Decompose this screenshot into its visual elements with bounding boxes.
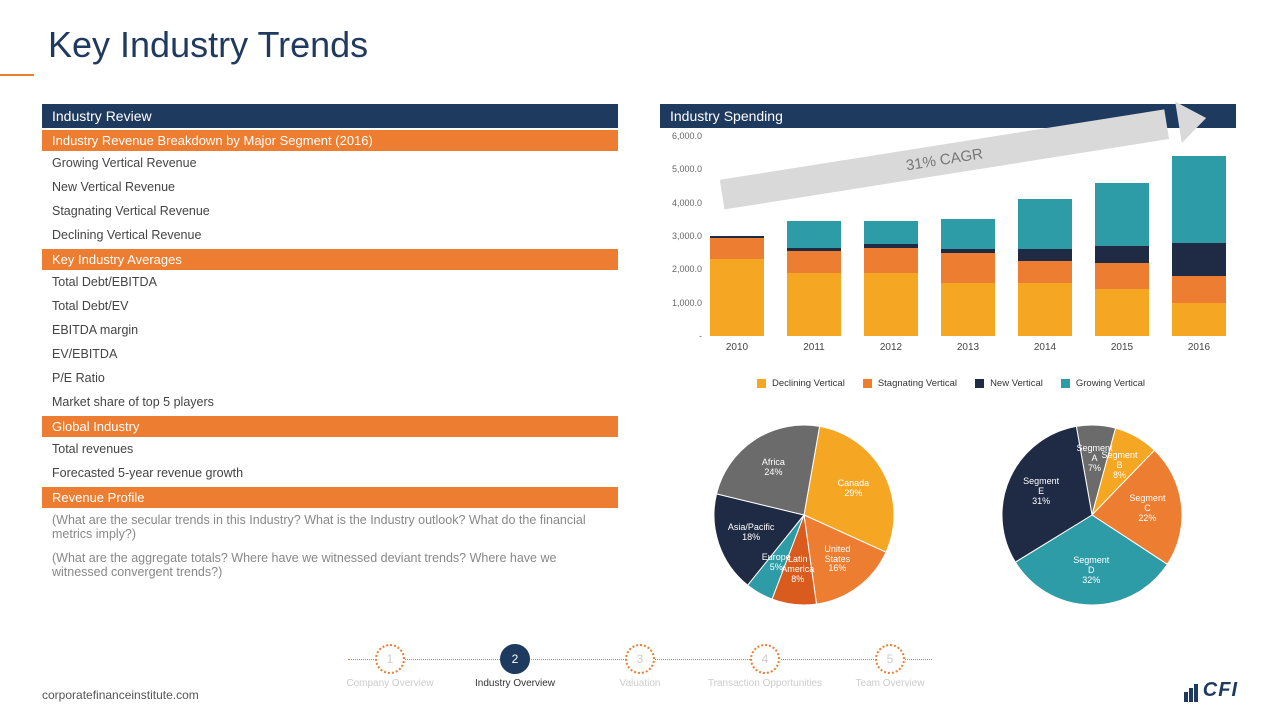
- pie-slice-label: Europe5%: [762, 554, 791, 574]
- section-item: Market share of top 5 players: [42, 390, 618, 414]
- section-item: New Vertical Revenue: [42, 175, 618, 199]
- bar-chart-legend: Declining VerticalStagnating VerticalNew…: [660, 378, 1236, 389]
- geography-pie: Canada29%UnitedStates16%LatinAmerica8%Eu…: [709, 420, 899, 610]
- section-header: Industry Revenue Breakdown by Major Segm…: [42, 130, 618, 151]
- pie-slice-label: Canada29%: [838, 479, 870, 499]
- pie-slice-label: UnitedStates16%: [824, 545, 850, 575]
- segment-pie: SegmentA7%SegmentB8%SegmentC22%SegmentD3…: [997, 420, 1187, 610]
- left-panel: Industry Review Industry Revenue Breakdo…: [42, 104, 618, 584]
- page-title: Key Industry Trends: [48, 24, 368, 66]
- section-header: Key Industry Averages: [42, 249, 618, 270]
- cfi-logo: CFI: [1184, 679, 1238, 702]
- pie-slice-label: SegmentE31%: [1023, 477, 1059, 507]
- section-item: (What are the secular trends in this Ind…: [42, 508, 618, 546]
- pie-slice-label: Asia/Pacific18%: [728, 523, 775, 543]
- bar-column: [1172, 156, 1226, 336]
- pie-slice-label: Africa24%: [762, 458, 785, 478]
- section-item: Stagnating Vertical Revenue: [42, 199, 618, 223]
- nav-step[interactable]: 2Industry Overview: [455, 644, 575, 689]
- bar-column: [710, 236, 764, 336]
- industry-review-header: Industry Review: [42, 104, 618, 128]
- bar-column: [864, 221, 918, 336]
- section-item: Total Debt/EBITDA: [42, 270, 618, 294]
- section-item: Growing Vertical Revenue: [42, 151, 618, 175]
- pie-slice-label: SegmentB8%: [1102, 452, 1138, 482]
- bar-column: [787, 221, 841, 336]
- pie-slice-label: SegmentD32%: [1073, 556, 1109, 586]
- nav-step[interactable]: 4Transaction Opportunities: [705, 644, 825, 689]
- progress-nav: 1Company Overview2Industry Overview3Valu…: [330, 644, 950, 694]
- section-item: (What are the aggregate totals? Where ha…: [42, 546, 618, 584]
- nav-step[interactable]: 1Company Overview: [330, 644, 450, 689]
- pie-charts-row: Canada29%UnitedStates16%LatinAmerica8%Eu…: [660, 400, 1236, 630]
- footer-url: corporatefinanceinstitute.com: [42, 688, 199, 702]
- section-item: Forecasted 5-year revenue growth: [42, 461, 618, 485]
- right-panel: Industry Spending 31% CAGR -1,000.02,000…: [660, 104, 1236, 389]
- bar-column: [1095, 183, 1149, 336]
- section-item: Declining Vertical Revenue: [42, 223, 618, 247]
- nav-step[interactable]: 5Team Overview: [830, 644, 950, 689]
- bar-column: [941, 219, 995, 336]
- section-item: P/E Ratio: [42, 366, 618, 390]
- section-header: Revenue Profile: [42, 487, 618, 508]
- section-item: EV/EBITDA: [42, 342, 618, 366]
- nav-step[interactable]: 3Valuation: [580, 644, 700, 689]
- spending-bar-chart: 31% CAGR -1,000.02,000.03,000.04,000.05,…: [660, 136, 1236, 376]
- section-header: Global Industry: [42, 416, 618, 437]
- pie-slice-label: SegmentC22%: [1129, 494, 1165, 524]
- industry-spending-header: Industry Spending: [660, 104, 1236, 128]
- section-item: Total Debt/EV: [42, 294, 618, 318]
- section-item: EBITDA margin: [42, 318, 618, 342]
- bar-column: [1018, 199, 1072, 336]
- section-item: Total revenues: [42, 437, 618, 461]
- accent-line: [0, 74, 34, 76]
